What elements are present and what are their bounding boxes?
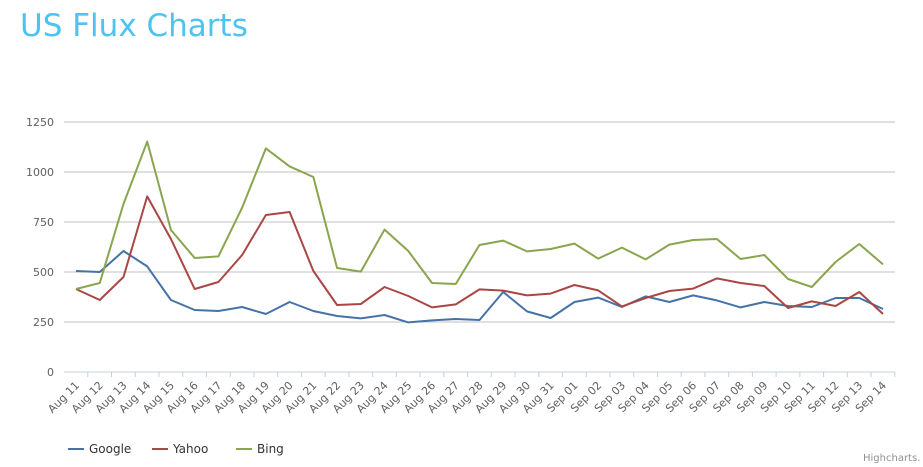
y-tick-label: 250: [33, 316, 54, 329]
y-tick-label: 0: [47, 366, 54, 379]
credit-link[interactable]: Highcharts.com: [863, 453, 921, 464]
y-tick-label: 1250: [26, 116, 54, 129]
legend-item-yahoo[interactable]: Yahoo: [172, 442, 208, 456]
page-title: US Flux Charts: [20, 8, 248, 44]
y-tick-label: 500: [33, 266, 54, 279]
series-line-bing: [75, 140, 884, 290]
legend-item-bing[interactable]: Bing: [257, 442, 284, 456]
y-tick-label: 750: [33, 216, 54, 229]
y-tick-label: 1000: [26, 166, 54, 179]
legend-item-google[interactable]: Google: [89, 442, 131, 456]
